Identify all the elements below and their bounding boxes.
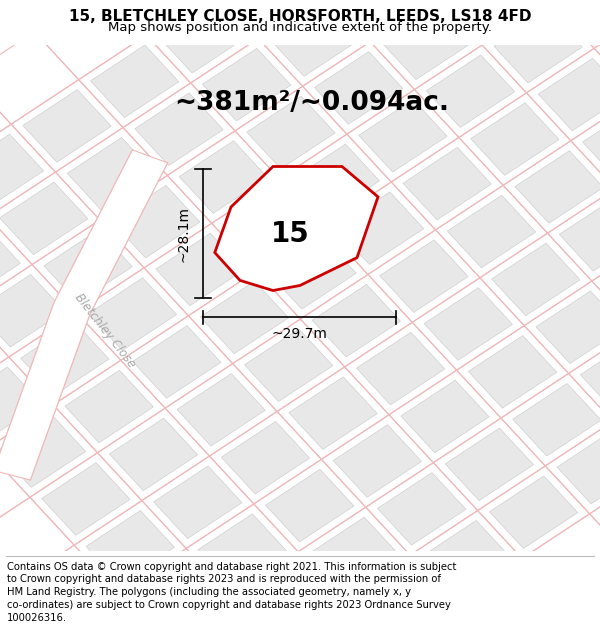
Polygon shape xyxy=(445,428,533,501)
Polygon shape xyxy=(202,48,291,121)
Polygon shape xyxy=(0,415,86,488)
Text: Bletchley Close: Bletchley Close xyxy=(72,291,138,371)
Polygon shape xyxy=(245,329,333,401)
Polygon shape xyxy=(338,0,426,32)
Text: 15, BLETCHLEY CLOSE, HORSFORTH, LEEDS, LS18 4FD: 15, BLETCHLEY CLOSE, HORSFORTH, LEEDS, L… xyxy=(69,9,531,24)
Polygon shape xyxy=(154,466,242,539)
Polygon shape xyxy=(23,89,111,162)
Polygon shape xyxy=(449,0,538,35)
Polygon shape xyxy=(469,336,557,408)
Text: 15: 15 xyxy=(271,220,309,248)
Text: to Crown copyright and database rights 2023 and is reproduced with the permissio: to Crown copyright and database rights 2… xyxy=(7,574,441,584)
Polygon shape xyxy=(0,227,20,299)
Polygon shape xyxy=(179,141,268,213)
Polygon shape xyxy=(380,240,468,312)
Polygon shape xyxy=(491,243,580,316)
Polygon shape xyxy=(20,322,109,395)
Polygon shape xyxy=(314,52,403,124)
Polygon shape xyxy=(223,189,312,261)
Polygon shape xyxy=(310,517,398,590)
Polygon shape xyxy=(403,148,491,220)
Polygon shape xyxy=(175,606,263,625)
Polygon shape xyxy=(427,55,515,128)
Polygon shape xyxy=(0,150,167,480)
Polygon shape xyxy=(401,380,489,452)
Polygon shape xyxy=(494,11,582,83)
Polygon shape xyxy=(424,288,512,360)
Polygon shape xyxy=(42,462,130,535)
Polygon shape xyxy=(177,374,265,446)
Polygon shape xyxy=(247,96,335,169)
Polygon shape xyxy=(215,166,378,291)
Polygon shape xyxy=(0,274,65,347)
Polygon shape xyxy=(67,138,155,210)
Polygon shape xyxy=(133,326,221,398)
Polygon shape xyxy=(109,418,197,491)
Polygon shape xyxy=(226,0,314,29)
Polygon shape xyxy=(200,281,289,354)
Polygon shape xyxy=(289,377,377,449)
Polygon shape xyxy=(354,565,443,625)
Text: ~381m²/~0.094ac.: ~381m²/~0.094ac. xyxy=(175,90,449,116)
Polygon shape xyxy=(0,182,88,254)
Polygon shape xyxy=(91,45,179,118)
Polygon shape xyxy=(0,367,41,439)
Polygon shape xyxy=(377,472,466,545)
Polygon shape xyxy=(513,384,600,456)
Polygon shape xyxy=(470,103,559,176)
Polygon shape xyxy=(422,521,510,593)
Polygon shape xyxy=(198,514,286,586)
Polygon shape xyxy=(287,609,375,625)
Polygon shape xyxy=(382,7,470,79)
Polygon shape xyxy=(580,339,600,411)
Text: Map shows position and indicative extent of the property.: Map shows position and indicative extent… xyxy=(108,21,492,34)
Text: Contains OS data © Crown copyright and database right 2021. This information is : Contains OS data © Crown copyright and d… xyxy=(7,562,457,572)
Polygon shape xyxy=(266,469,354,542)
Polygon shape xyxy=(0,134,44,207)
Polygon shape xyxy=(490,476,578,549)
Polygon shape xyxy=(130,558,219,625)
Polygon shape xyxy=(270,4,358,76)
Polygon shape xyxy=(135,93,223,166)
Polygon shape xyxy=(333,425,422,498)
Polygon shape xyxy=(559,199,600,271)
Text: HM Land Registry. The polygons (including the associated geometry, namely x, y: HM Land Registry. The polygons (includin… xyxy=(7,588,411,598)
Text: ~29.7m: ~29.7m xyxy=(271,326,328,341)
Text: ~28.1m: ~28.1m xyxy=(176,206,191,262)
Polygon shape xyxy=(268,236,356,309)
Polygon shape xyxy=(359,99,447,172)
Polygon shape xyxy=(448,195,536,268)
Polygon shape xyxy=(88,278,176,351)
Polygon shape xyxy=(312,284,401,357)
Polygon shape xyxy=(335,192,424,264)
Polygon shape xyxy=(112,186,200,258)
Polygon shape xyxy=(515,151,600,223)
Polygon shape xyxy=(538,58,600,131)
Polygon shape xyxy=(242,562,331,625)
Polygon shape xyxy=(156,233,244,306)
Polygon shape xyxy=(536,291,600,364)
Polygon shape xyxy=(583,106,600,179)
Text: co-ordinates) are subject to Crown copyright and database rights 2023 Ordnance S: co-ordinates) are subject to Crown copyr… xyxy=(7,600,451,610)
Polygon shape xyxy=(291,144,379,217)
Polygon shape xyxy=(221,421,310,494)
Polygon shape xyxy=(356,332,445,405)
Polygon shape xyxy=(557,431,600,504)
Polygon shape xyxy=(86,511,175,583)
Polygon shape xyxy=(65,370,154,442)
Text: 100026316.: 100026316. xyxy=(7,613,67,623)
Polygon shape xyxy=(562,0,600,38)
Polygon shape xyxy=(44,230,133,302)
Polygon shape xyxy=(158,1,247,73)
